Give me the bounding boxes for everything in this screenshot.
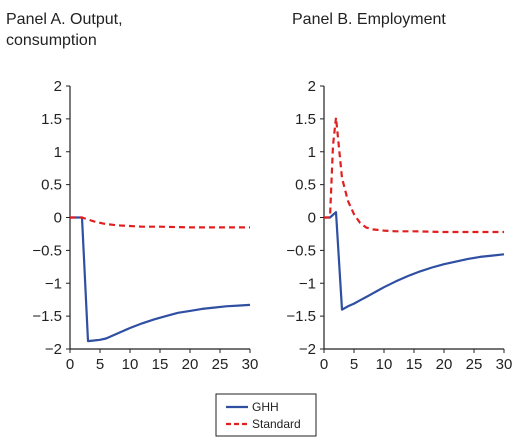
x-tick-label: 25 [466, 356, 483, 373]
series-line-standard [70, 216, 250, 229]
y-tick-label: −0.5 [286, 242, 316, 259]
y-tick-label: 2 [308, 78, 316, 95]
series-line-ghh [70, 216, 251, 343]
x-tick-label: 25 [212, 356, 229, 373]
x-tick-label: 20 [436, 356, 453, 373]
x-tick-label: 10 [376, 356, 393, 373]
x-tick-label: 30 [496, 356, 513, 373]
x-tick-label: 5 [96, 356, 104, 373]
panel-title-line: Panel B. Employment [292, 11, 446, 28]
x-tick-label: 5 [350, 356, 358, 373]
y-tick-label: 0 [54, 210, 62, 227]
panel-b: Panel B. Employment −2 −1.5 −1 −0.5 0 0.5 1 1.5 2… [286, 11, 512, 373]
y-tick-label: 0 [308, 210, 316, 227]
x-tick-label: 20 [182, 356, 199, 373]
y-tick-label: 0.5 [295, 177, 316, 194]
series-line-ghh [324, 211, 505, 311]
y-tick-label: −2 [299, 341, 316, 358]
x-tick-label: 0 [320, 356, 328, 373]
y-tick-label: 2 [54, 78, 62, 95]
y-tick-label: 0.5 [41, 177, 62, 194]
x-tick-label: 10 [122, 356, 139, 373]
y-tick-label: −1.5 [286, 308, 316, 325]
x-tick-label: 30 [242, 356, 259, 373]
y-tick-label: 1 [54, 144, 62, 161]
y-tick-label: 1.5 [41, 111, 62, 128]
legend-box [215, 393, 317, 437]
panel-title-line: consumption [6, 32, 97, 49]
y-tick-label: 1.5 [295, 111, 316, 128]
legend: GHH Standard [215, 393, 317, 437]
y-tick-label: −1 [45, 275, 62, 292]
y-tick-label: −1 [299, 275, 316, 292]
panel-title-line: Panel A. Output, [6, 11, 123, 28]
y-tick-label: 1 [308, 144, 316, 161]
legend-label-standard: Standard [252, 417, 301, 431]
legend-label-ghh: GHH [252, 400, 279, 414]
panel-a: Panel A. Output, consumption −2 −1.5 −1 −0.5 0… [6, 11, 258, 373]
y-tick-label: −2 [45, 341, 62, 358]
series-line-standard [324, 116, 504, 234]
y-tick-label: −1.5 [32, 308, 62, 325]
x-tick-label: 0 [66, 356, 74, 373]
x-tick-label: 15 [406, 356, 423, 373]
y-tick-label: −0.5 [32, 242, 62, 259]
x-tick-label: 15 [152, 356, 169, 373]
